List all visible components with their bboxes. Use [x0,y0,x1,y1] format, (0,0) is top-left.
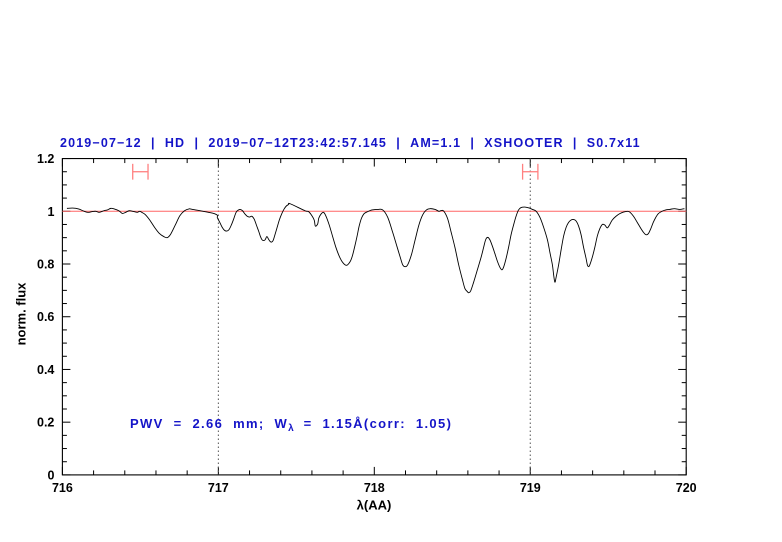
svg-text:0.6: 0.6 [37,310,54,324]
svg-text:719: 719 [520,481,541,495]
svg-text:1: 1 [47,205,54,219]
svg-text:0: 0 [47,468,54,482]
svg-text:717: 717 [208,481,229,495]
svg-text:0.2: 0.2 [37,416,54,430]
svg-text:0.4: 0.4 [37,363,54,377]
svg-text:718: 718 [364,481,385,495]
svg-text:1.2: 1.2 [37,152,54,166]
svg-text:716: 716 [52,481,73,495]
svg-text:720: 720 [676,481,697,495]
svg-text:0.8: 0.8 [37,258,54,272]
